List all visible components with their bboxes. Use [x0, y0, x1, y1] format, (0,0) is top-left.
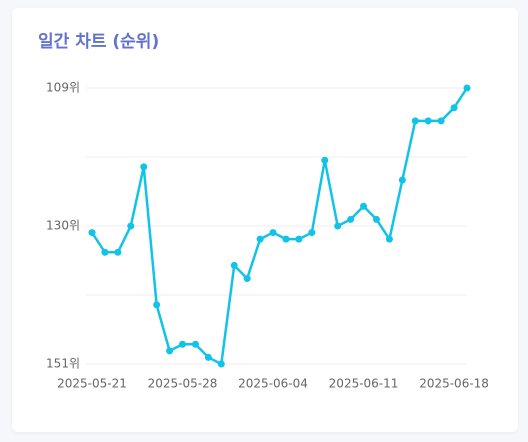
point — [308, 229, 316, 237]
line — [90, 87, 469, 366]
y-tick-label: 130위 — [46, 219, 80, 233]
point — [295, 235, 303, 243]
point — [179, 340, 187, 348]
point — [411, 117, 419, 125]
point — [372, 215, 380, 223]
point — [153, 301, 161, 309]
point — [334, 222, 342, 230]
point — [114, 248, 122, 256]
point — [243, 275, 251, 283]
point — [191, 340, 199, 348]
point — [204, 353, 212, 361]
point — [437, 117, 445, 125]
point — [140, 163, 148, 171]
point — [217, 360, 225, 368]
chart-title: 일간 차트 (순위) — [38, 32, 159, 52]
y-tick-label: 109위 — [46, 81, 80, 95]
point — [347, 215, 355, 223]
x-tick-label: 2025-06-11 — [329, 377, 399, 391]
point — [360, 202, 368, 210]
point — [282, 235, 290, 243]
point — [398, 176, 406, 184]
x-tick-label: 2025-06-04 — [238, 377, 308, 391]
point — [424, 117, 432, 125]
point — [321, 156, 329, 164]
point — [450, 104, 458, 112]
point — [230, 261, 238, 269]
y-tick-label: 151위 — [46, 357, 80, 371]
point — [463, 84, 471, 92]
x-tick-label: 2025-06-18 — [419, 377, 489, 391]
point — [127, 222, 135, 230]
point — [385, 235, 393, 243]
x-tick-label: 2025-05-21 — [57, 377, 127, 391]
point — [101, 248, 109, 256]
point — [256, 235, 264, 243]
x-tick-label: 2025-05-28 — [148, 377, 218, 391]
point — [88, 229, 96, 237]
card — [12, 8, 518, 432]
point — [166, 347, 174, 355]
point — [269, 229, 277, 237]
